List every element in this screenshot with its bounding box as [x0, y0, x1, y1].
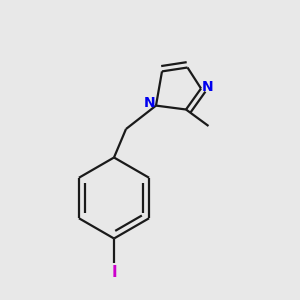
Text: I: I [111, 265, 117, 280]
Text: N: N [144, 96, 156, 110]
Text: N: N [202, 80, 213, 94]
